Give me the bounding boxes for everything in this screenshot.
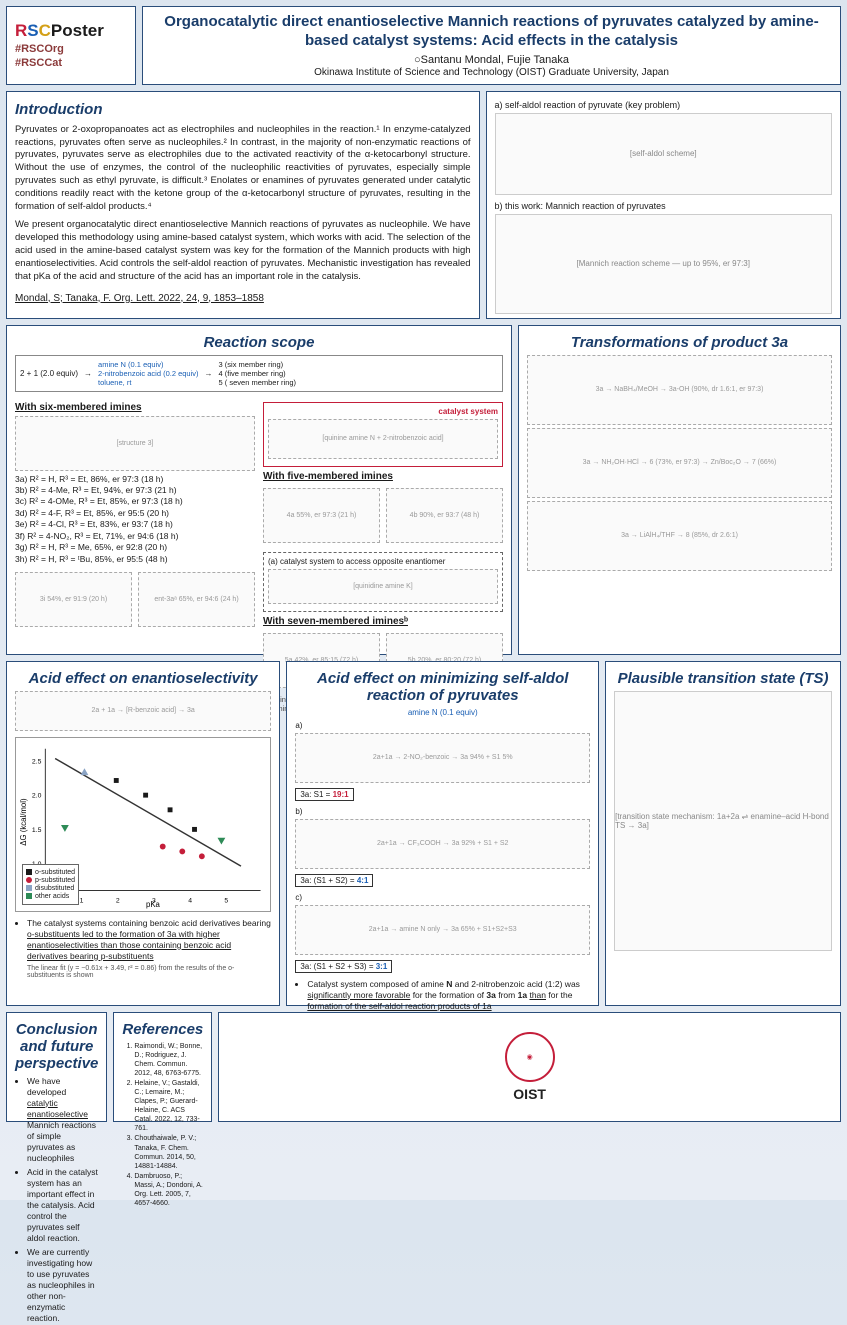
references-panel: References Raimondi, W.; Bonne, D.; Rodr…	[113, 1012, 212, 1122]
conclusion-panel: Conclusion and future perspective We hav…	[6, 1012, 107, 1122]
compound-4b: 4b 90%, er 93:7 (48 h)	[386, 488, 503, 543]
six-heading: With six-membered imines	[15, 402, 255, 413]
five-heading: With five-membered imines	[263, 471, 503, 482]
intro-citation: Mondal, S; Tanaka, F. Org. Lett. 2022, 2…	[15, 292, 471, 306]
title-box: Organocatalytic direct enantioselective …	[142, 6, 841, 85]
scheme-b-mannich: [Mannich reaction scheme — up to 95%, er…	[495, 214, 832, 314]
logo-poster: Poster	[51, 21, 104, 40]
oist-text: OIST	[513, 1086, 546, 1102]
affiliation: Okinawa Institute of Science and Technol…	[153, 67, 830, 78]
aldol-top-cond: amine N (0.1 equiv)	[295, 708, 590, 717]
ref-1: Raimondi, W.; Bonne, D.; Rodriguez, J. C…	[134, 1042, 203, 1078]
svg-text:2: 2	[116, 897, 120, 904]
compound-4a: 4a 55%, er 97:3 (21 h)	[263, 488, 380, 543]
catalyst-label: catalyst system	[268, 407, 498, 416]
catalyst-system-box: catalyst system [quinine amine N + 2-nit…	[263, 402, 503, 467]
transition-state-panel: Plausible transition state (TS) [transit…	[605, 661, 841, 1006]
transform-title: Transformations of product 3a	[527, 334, 832, 351]
logo-r: R	[15, 21, 27, 40]
ts-mechanism-scheme: [transition state mechanism: 1a+2a ⇌ ena…	[614, 691, 832, 951]
acid-effects-row: Acid effect on enantioselectivity 2a + 1…	[6, 661, 841, 1006]
acid-enant-bullets: The catalyst systems containing benzoic …	[15, 918, 271, 962]
oist-logo-box: ◉ OIST	[218, 1012, 841, 1122]
intro-p2: We present organocatalytic direct enanti…	[15, 219, 471, 283]
svg-text:4: 4	[188, 897, 192, 904]
opposite-enantiomer-box: (a) catalyst system to access opposite e…	[263, 552, 503, 612]
intro-panel: Introduction Pyruvates or 2-oxopropanoat…	[6, 91, 480, 319]
rsc-logo-box: RSCPoster #RSCOrg #RSCCat	[6, 6, 136, 85]
svg-text:1: 1	[80, 897, 84, 904]
ratio-b: 3a: (S1 + S2) = 4:1	[295, 874, 373, 887]
header-row: RSCPoster #RSCOrg #RSCCat Organocatalyti…	[6, 6, 841, 85]
compound-3i: 3i 54%, er 91:9 (20 h)	[15, 572, 132, 627]
logo-s: S	[27, 21, 38, 40]
seven-heading: With seven-membered iminesᵇ	[263, 616, 503, 627]
acid-enantioselectivity-panel: Acid effect on enantioselectivity 2a + 1…	[6, 661, 280, 1006]
conclusion-title: Conclusion and future perspective	[15, 1021, 98, 1072]
svg-text:2.5: 2.5	[32, 758, 42, 765]
scheme-b-label: b) this work: Mannich reaction of pyruva…	[495, 201, 832, 211]
scheme-a-selfaldol: [self-aldol scheme]	[495, 113, 832, 195]
reaction-scope-panel: Reaction scope 2 + 1 (2.0 equiv) → amine…	[6, 325, 512, 655]
transform-oxime: 3a → NH₂OH·HCl → 6 (73%, er 97:3) → Zn/B…	[527, 428, 832, 498]
svg-text:3: 3	[152, 897, 156, 904]
svg-text:2.0: 2.0	[32, 792, 42, 799]
svg-text:1.5: 1.5	[32, 826, 42, 833]
svg-text:5: 5	[224, 897, 228, 904]
ratio-c: 3a: (S1 + S2 + S3) = 3:1	[295, 960, 392, 973]
aldol-bullets: Catalyst system composed of amine N and …	[295, 979, 590, 1012]
pka-dg-chart: pKa ΔG (kcal/mol) 0 1 2 3 4 5 1.0 1.5 2.…	[15, 737, 271, 912]
hashtag-org: #RSCOrg	[15, 43, 127, 55]
oist-emblem-icon: ◉	[505, 1032, 555, 1082]
conclusion-bullets: We have developed catalytic enantioselec…	[15, 1076, 98, 1325]
conclusion-bullet-3: We are currently investigating how to us…	[27, 1247, 98, 1324]
scope-reactants: 2 + 1 (2.0 equiv)	[20, 369, 78, 378]
acid-enant-title: Acid effect on enantioselectivity	[15, 670, 271, 687]
chart-legend: o-substituted p-substituted disubstitute…	[22, 864, 79, 905]
references-title: References	[122, 1021, 203, 1038]
ratio-a: 3a: S1 = 19:1	[295, 788, 353, 801]
references-list: Raimondi, W.; Bonne, D.; Rodriguez, J. C…	[122, 1042, 203, 1209]
compound-ent3a: ent-3aᵃ 65%, er 94:6 (24 h)	[138, 572, 255, 627]
aldol-scheme-b: 2a+1a → CF₃COOH → 3a 92% + S1 + S2	[295, 819, 590, 869]
scope-general-scheme: 2 + 1 (2.0 equiv) → amine N (0.1 equiv) …	[15, 355, 503, 392]
intro-row: Introduction Pyruvates or 2-oxopropanoat…	[6, 91, 841, 319]
scope-title: Reaction scope	[15, 334, 503, 351]
acid-enant-scheme: 2a + 1a → [R-benzoic acid] → 3a	[15, 691, 271, 731]
acid-aldol-title: Acid effect on minimizing self-aldol rea…	[295, 670, 590, 704]
six-compound-list: 3a) R² = H, R³ = Et, 86%, er 97:3 (18 h)…	[15, 474, 255, 566]
aldol-bullet: Catalyst system composed of amine N and …	[307, 979, 590, 1012]
scheme-a-label: a) self-aldol reaction of pyruvate (key …	[495, 100, 832, 110]
fit-note: The linear fit (y = −0.61x + 3.49, r² = …	[27, 965, 271, 979]
ref-4: Dambruoso, P.; Massi, A.; Dondoni, A. Or…	[134, 1172, 203, 1208]
acid-selfaldol-panel: Acid effect on minimizing self-aldol rea…	[286, 661, 599, 1006]
ts-title: Plausible transition state (TS)	[614, 670, 832, 687]
acid-enant-bullet-1: The catalyst systems containing benzoic …	[27, 918, 271, 962]
catalyst-structures: [quinine amine N + 2-nitrobenzoic acid]	[268, 419, 498, 459]
transform-nabh4: 3a → NaBH₄/MeOH → 3a-OH (90%, dr 1.6:1, …	[527, 355, 832, 425]
hashtag-cat: #RSCCat	[15, 57, 127, 69]
svg-text:ΔG (kcal/mol): ΔG (kcal/mol)	[19, 797, 28, 845]
authors: ○Santanu Mondal, Fujie Tanaka	[153, 54, 830, 66]
logo-c: C	[39, 21, 51, 40]
ref-2: Helaine, V.; Gastaldi, C.; Lemaire, M.; …	[134, 1079, 203, 1134]
conclusion-bullet-1: We have developed catalytic enantioselec…	[27, 1076, 98, 1164]
six-structure: [structure 3]	[15, 416, 255, 471]
bottom-row: Conclusion and future perspective We hav…	[6, 1012, 841, 1122]
conclusion-bullet-2: Acid in the catalyst system has an impor…	[27, 1167, 98, 1244]
scope-conditions: amine N (0.1 equiv) 2-nitrobenzoic acid …	[98, 360, 198, 387]
aldol-scheme-a: 2a+1a → 2-NO₂-benzoic → 3a 94% + S1 5%	[295, 733, 590, 783]
rsc-poster-logo: RSCPoster	[15, 21, 127, 41]
transform-lialh4: 3a → LiAlH₄/THF → 8 (85%, dr 2.6:1)	[527, 501, 832, 571]
aldol-scheme-c: 2a+1a → amine N only → 3a 65% + S1+S2+S3	[295, 905, 590, 955]
ref-3: Chouthaiwale, P. V.; Tanaka, F. Chem. Co…	[134, 1134, 203, 1170]
intro-scheme-panel: a) self-aldol reaction of pyruvate (key …	[486, 91, 841, 319]
intro-title: Introduction	[15, 100, 471, 120]
scope-products: 3 (six member ring) 4 (five member ring)…	[219, 360, 297, 387]
quinidine-k-structure: [quinidine amine K]	[268, 569, 498, 604]
poster-title: Organocatalytic direct enantioselective …	[153, 13, 830, 51]
transformations-panel: Transformations of product 3a 3a → NaBH₄…	[518, 325, 841, 655]
scope-row: Reaction scope 2 + 1 (2.0 equiv) → amine…	[6, 325, 841, 655]
intro-p1: Pyruvates or 2-oxopropanoates act as ele…	[15, 124, 471, 214]
